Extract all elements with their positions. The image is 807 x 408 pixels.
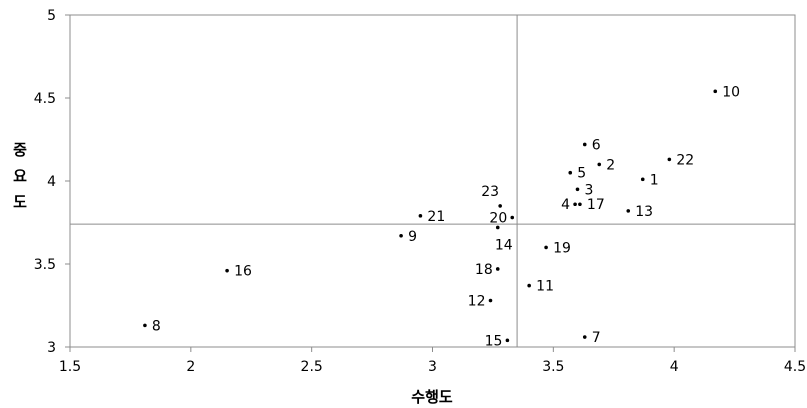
y-tick-label: 3 xyxy=(47,340,56,356)
data-point-16 xyxy=(225,268,229,273)
data-label-8: 8 xyxy=(152,318,161,334)
x-tick-label: 4 xyxy=(670,359,679,375)
y-tick-label: 5 xyxy=(47,8,56,24)
x-axis-title: 수행도 xyxy=(411,388,453,406)
x-tick-label: 1.5 xyxy=(59,359,81,375)
data-label-11: 11 xyxy=(536,279,554,295)
data-point-3 xyxy=(575,187,580,192)
x-tick-label: 2 xyxy=(186,359,195,375)
x-tick-label: 2.5 xyxy=(301,359,323,375)
data-point-22 xyxy=(667,157,672,162)
data-point-5 xyxy=(568,170,573,175)
data-point-7 xyxy=(582,335,587,339)
data-label-2: 2 xyxy=(606,157,615,173)
data-label-18: 18 xyxy=(475,262,493,278)
data-label-19: 19 xyxy=(553,240,571,256)
data-point-4 xyxy=(573,202,577,207)
data-point-20 xyxy=(510,215,515,220)
data-label-17: 17 xyxy=(587,197,605,213)
data-label-7: 7 xyxy=(592,330,601,346)
data-point-11 xyxy=(527,283,531,288)
data-label-12: 12 xyxy=(468,294,486,310)
data-label-9: 9 xyxy=(408,229,417,245)
data-point-17 xyxy=(578,202,582,207)
y-tick-label: 4 xyxy=(47,174,56,190)
data-label-20: 20 xyxy=(489,211,507,227)
y-tick-label: 3.5 xyxy=(34,257,56,273)
data-label-1: 1 xyxy=(650,172,659,188)
data-point-21 xyxy=(418,214,423,218)
data-point-13 xyxy=(626,209,631,213)
data-point-15 xyxy=(505,338,510,343)
data-point-6 xyxy=(582,142,587,147)
plot-area-frame xyxy=(69,14,796,348)
data-label-22: 22 xyxy=(676,152,694,168)
data-label-10: 10 xyxy=(722,84,740,100)
data-label-4: 4 xyxy=(561,197,570,213)
y-tick-label: 4.5 xyxy=(34,91,56,107)
x-tick-label: 3.5 xyxy=(542,359,564,375)
data-point-19 xyxy=(544,245,548,250)
x-tick-label: 4.5 xyxy=(784,359,806,375)
data-label-6: 6 xyxy=(592,137,601,153)
data-point-12 xyxy=(488,298,493,303)
data-point-23 xyxy=(498,204,502,208)
data-label-23: 23 xyxy=(481,184,499,200)
data-point-9 xyxy=(399,233,403,238)
data-point-10 xyxy=(713,89,718,94)
data-point-1 xyxy=(640,177,645,182)
data-point-14 xyxy=(495,225,500,230)
x-tick-label: 3 xyxy=(428,359,437,375)
data-label-3: 3 xyxy=(585,182,594,198)
data-label-16: 16 xyxy=(234,264,252,280)
data-label-5: 5 xyxy=(577,166,586,182)
data-label-13: 13 xyxy=(635,204,653,220)
data-label-21: 21 xyxy=(427,209,445,225)
data-point-2 xyxy=(597,162,602,167)
data-point-18 xyxy=(495,267,500,271)
data-label-14: 14 xyxy=(495,237,513,253)
data-label-15: 15 xyxy=(485,333,503,349)
data-point-8 xyxy=(143,323,147,328)
